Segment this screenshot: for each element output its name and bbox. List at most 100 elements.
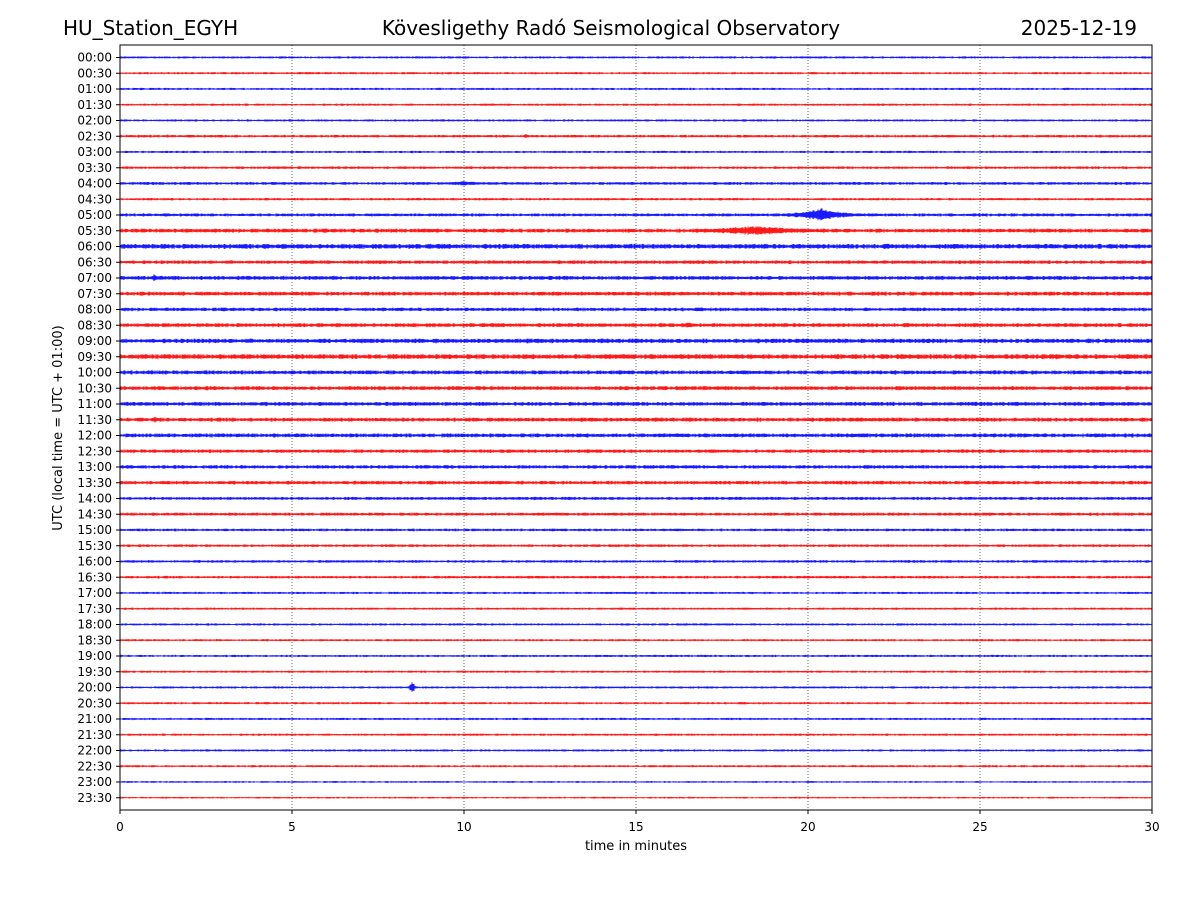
trace-0230 — [119, 134, 1153, 138]
y-tick-label: 17:30 — [77, 602, 112, 616]
y-tick-label: 14:00 — [77, 492, 112, 506]
y-tick-label: 16:00 — [77, 555, 112, 569]
y-tick-label: 11:00 — [77, 397, 112, 411]
y-axis-label: UTC (local time = UTC + 01:00) — [51, 325, 66, 530]
x-tick-label: 20 — [800, 820, 815, 834]
trace-0100 — [119, 87, 1153, 91]
trace-0630 — [119, 260, 1153, 265]
y-tick-label: 19:00 — [77, 649, 112, 663]
y-tick-label: 04:30 — [77, 192, 112, 206]
trace-0030 — [119, 72, 1153, 75]
trace-2330 — [119, 796, 1153, 799]
y-tick-label: 23:00 — [77, 775, 112, 789]
y-tick-label: 10:00 — [77, 366, 112, 380]
y-tick-label: 07:30 — [77, 287, 112, 301]
trace-2030 — [119, 702, 1153, 705]
trace-2100 — [119, 717, 1153, 721]
y-tick-label: 03:30 — [77, 161, 112, 175]
trace-0700 — [119, 274, 1153, 282]
y-tick-label: 21:00 — [77, 712, 112, 726]
y-tick-label: 10:30 — [77, 381, 112, 395]
y-tick-label: 18:30 — [77, 633, 112, 647]
y-tick-label: 16:30 — [77, 570, 112, 584]
x-tick-label: 30 — [1144, 820, 1159, 834]
y-tick-label: 22:00 — [77, 744, 112, 758]
x-tick-layer: 0 5 10 15 20 25 30 — [116, 810, 1160, 834]
x-tick-label: 10 — [456, 820, 471, 834]
y-tick-label: 18:00 — [77, 618, 112, 632]
y-tick-label: 13:30 — [77, 476, 112, 490]
y-tick-label: 23:30 — [77, 791, 112, 805]
trace-1600 — [119, 560, 1153, 563]
y-tick-label: 14:30 — [77, 507, 112, 521]
trace-0000 — [119, 56, 1153, 59]
trace-1430 — [119, 512, 1153, 516]
y-tick-label: 00:30 — [77, 66, 112, 80]
y-tick-label: 05:30 — [77, 224, 112, 238]
trace-0300 — [119, 150, 1153, 154]
y-tick-label: 06:30 — [77, 255, 112, 269]
trace-1500 — [119, 528, 1153, 532]
y-tick-label: 01:30 — [77, 98, 112, 112]
grid-layer — [291, 45, 981, 810]
y-tick-label: 06:00 — [77, 240, 112, 254]
trace-0730 — [119, 291, 1153, 296]
trace-1530 — [119, 544, 1153, 548]
y-tick-label: 00:00 — [77, 51, 112, 65]
y-tick-label: 12:00 — [77, 429, 112, 443]
trace-1330 — [119, 480, 1153, 485]
y-tick-label: 19:30 — [77, 665, 112, 679]
y-tick-label: 13:00 — [77, 460, 112, 474]
trace-2300 — [119, 781, 1153, 783]
x-tick-label: 0 — [116, 820, 124, 834]
y-tick-label: 01:00 — [77, 82, 112, 96]
trace-1800 — [119, 623, 1153, 626]
trace-1400 — [119, 496, 1153, 501]
trace-1030 — [119, 386, 1153, 391]
y-tick-label: 15:00 — [77, 523, 112, 537]
trace-1900 — [119, 654, 1153, 658]
trace-0900 — [119, 338, 1153, 344]
trace-1200 — [119, 433, 1153, 438]
trace-1100 — [119, 401, 1153, 407]
y-tick-label: 08:00 — [77, 303, 112, 317]
y-tick-label: 09:30 — [77, 350, 112, 364]
trace-0400 — [119, 181, 1153, 186]
y-tick-label: 05:00 — [77, 208, 112, 222]
y-tick-label: 17:00 — [77, 586, 112, 600]
trace-1230 — [119, 449, 1153, 454]
trace-1630 — [119, 575, 1153, 579]
y-tick-label: 07:00 — [77, 271, 112, 285]
trace-0800 — [119, 307, 1153, 312]
trace-1000 — [119, 370, 1153, 375]
trace-0530 — [119, 226, 1153, 236]
y-tick-label: 08:30 — [77, 318, 112, 332]
trace-1700 — [119, 591, 1153, 595]
x-tick-label: 25 — [972, 820, 987, 834]
y-tick-label: 11:30 — [77, 413, 112, 427]
trace-0600 — [119, 243, 1153, 250]
y-tick-label: 12:30 — [77, 444, 112, 458]
y-tick-label: 02:30 — [77, 129, 112, 143]
trace-layer — [119, 56, 1153, 799]
date-label: 2025-12-19 — [1020, 16, 1137, 40]
y-tick-label: 03:00 — [77, 145, 112, 159]
x-tick-label: 5 — [288, 820, 296, 834]
y-tick-label: 04:00 — [77, 177, 112, 191]
trace-2200 — [119, 749, 1153, 752]
trace-0830 — [119, 322, 1153, 328]
y-tick-label: 20:30 — [77, 696, 112, 710]
chart-title: Kövesligethy Radó Seismological Observat… — [381, 16, 841, 40]
y-tick-label: 15:30 — [77, 539, 112, 553]
station-label: HU_Station_EGYH — [63, 16, 239, 40]
y-tick-label: 02:00 — [77, 114, 112, 128]
x-axis-label: time in minutes — [585, 839, 687, 854]
y-tick-label: 21:30 — [77, 728, 112, 742]
trace-0200 — [119, 119, 1153, 122]
y-tick-label: 20:00 — [77, 681, 112, 695]
y-tick-label: 22:30 — [77, 759, 112, 773]
x-tick-label: 15 — [628, 820, 643, 834]
y-tick-label: 09:00 — [77, 334, 112, 348]
